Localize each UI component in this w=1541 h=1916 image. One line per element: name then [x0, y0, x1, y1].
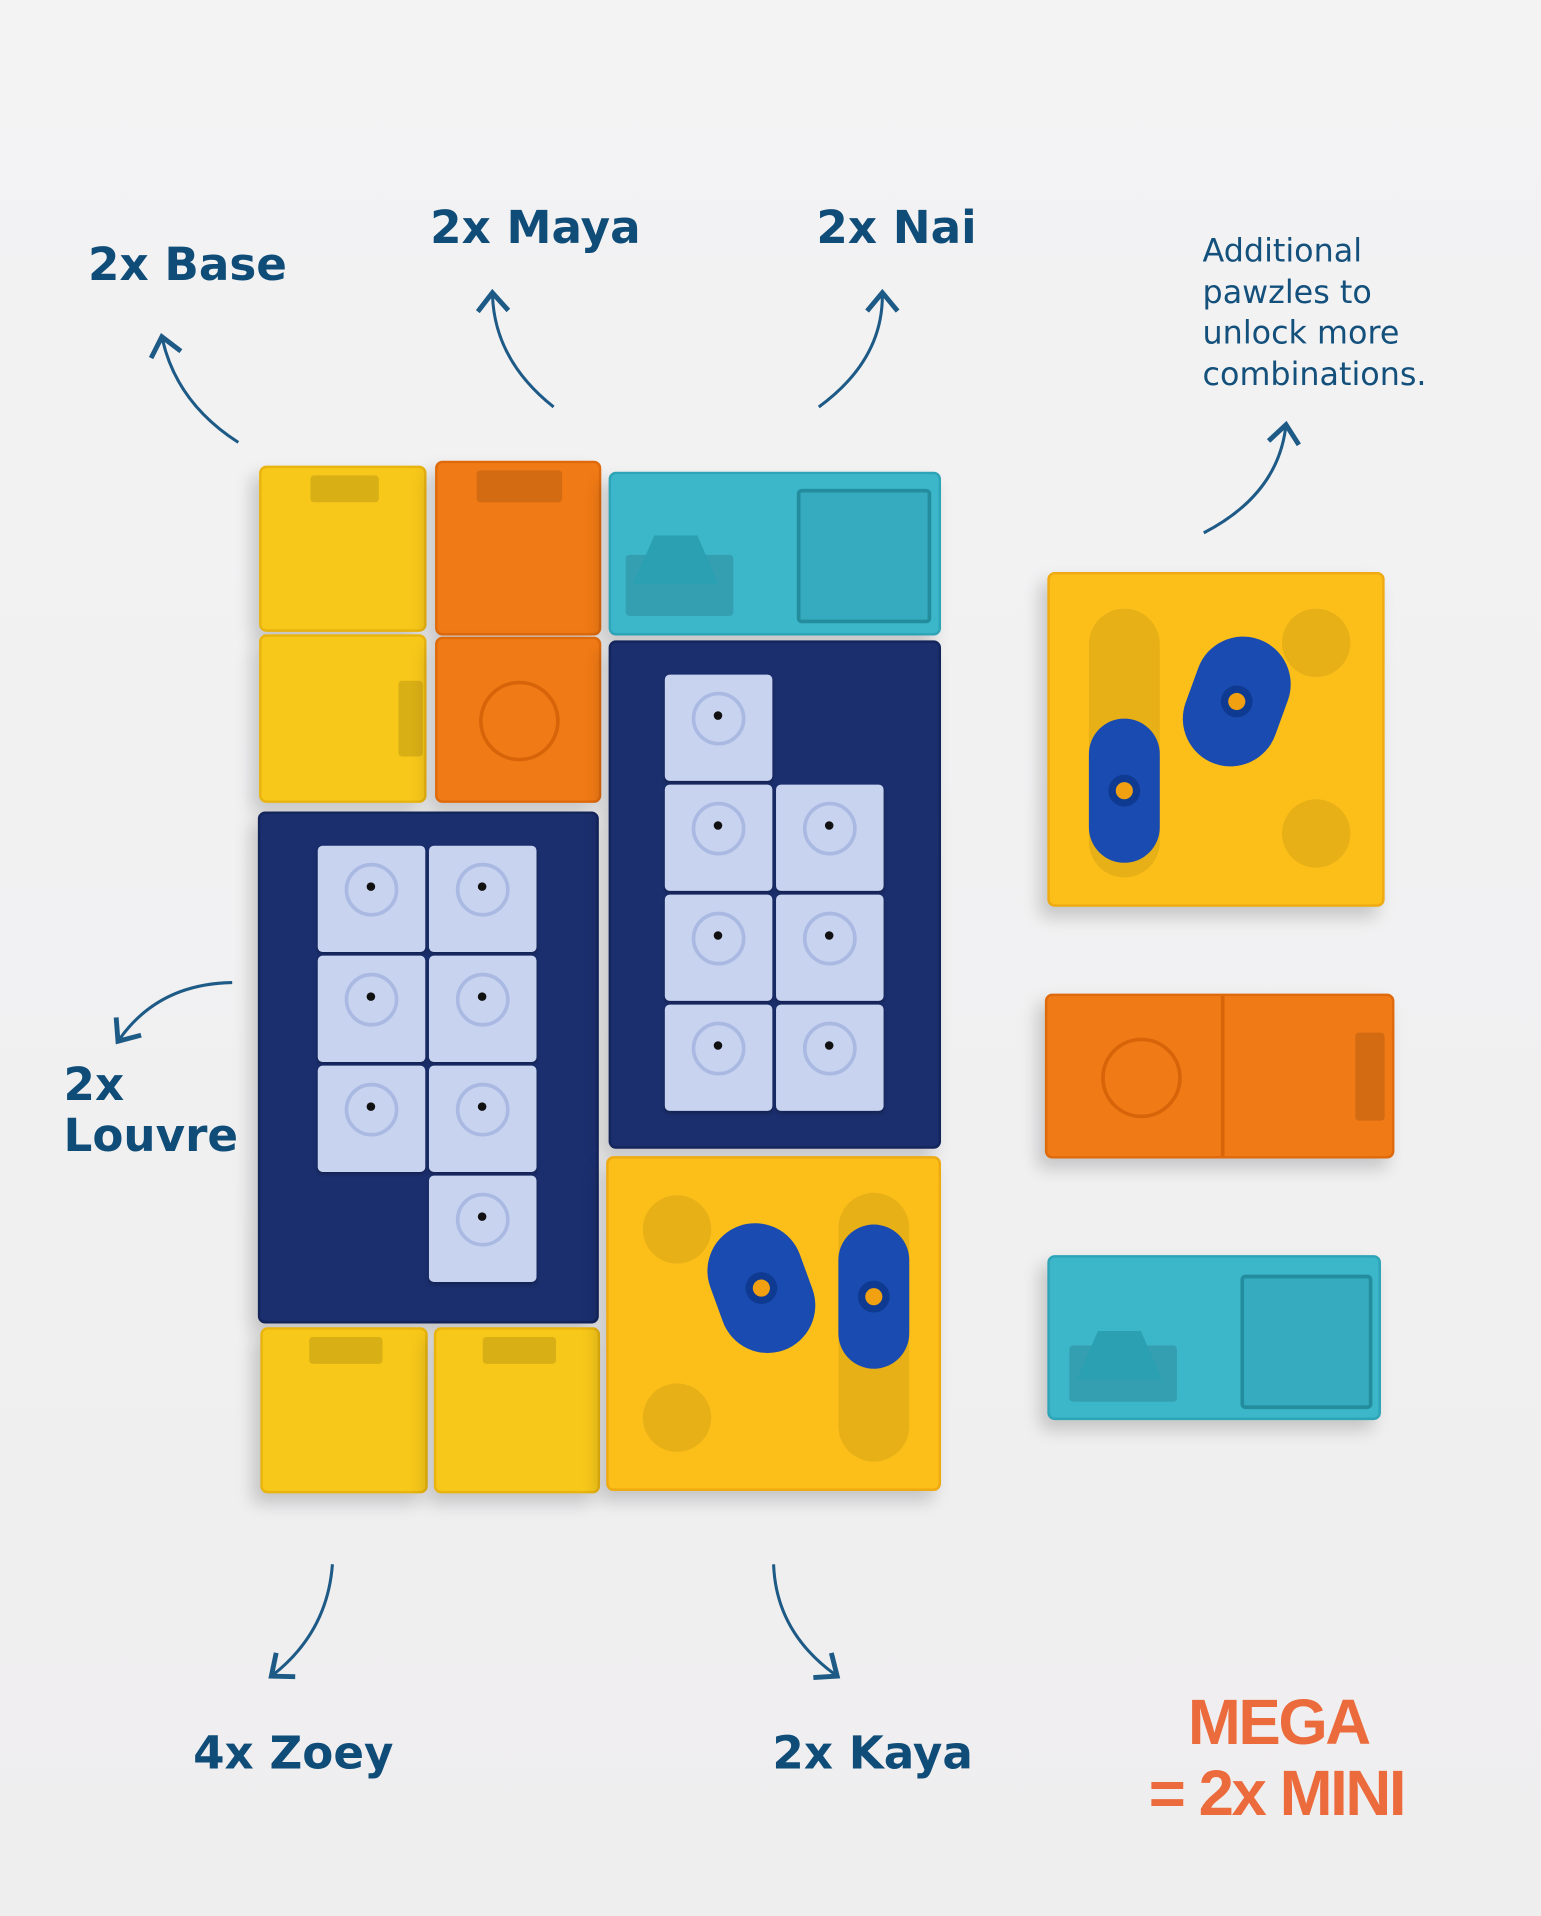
- zoey-piece: [433, 1327, 601, 1494]
- paw-tile: [776, 784, 884, 891]
- mega-title: MEGA: [1187, 1687, 1371, 1759]
- knob: [694, 1209, 829, 1367]
- note-line: combinations.: [1202, 356, 1427, 393]
- label-nai: 2x Nai: [816, 201, 977, 255]
- arrow-maya: [475, 288, 555, 409]
- paw-tile: [428, 955, 537, 1063]
- kaya-piece-extra: [1047, 571, 1385, 907]
- paw-tile: [317, 955, 426, 1063]
- nai-piece: [608, 471, 942, 636]
- mega-equation: = 2x MINI: [1148, 1758, 1407, 1830]
- maya-piece: [435, 460, 602, 636]
- note-line: Additional: [1202, 233, 1363, 271]
- kaya-piece: [606, 1156, 942, 1491]
- louvre-board-right: [608, 640, 942, 1149]
- paw-tile: [776, 894, 884, 1001]
- base-piece: [259, 634, 427, 803]
- paw-tile: [664, 1004, 773, 1111]
- ball-icon: [479, 680, 560, 762]
- label-kaya: 2x Kaya: [772, 1726, 973, 1780]
- knob: [1088, 718, 1160, 863]
- note-line: pawzles to: [1202, 274, 1372, 312]
- additional-note: Additional pawzles to unlock more combin…: [1203, 232, 1427, 396]
- label-maya: 2x Maya: [430, 201, 641, 255]
- paw-tile: [428, 1175, 537, 1282]
- paw-tile: [664, 784, 773, 891]
- louvre-board-left: [257, 811, 599, 1324]
- label-louvre-name: Louvre: [63, 1109, 239, 1163]
- paw-tile: [317, 845, 426, 953]
- nai-piece-extra: [1047, 1255, 1381, 1421]
- zoey-piece: [260, 1327, 428, 1494]
- paw-tile: [664, 674, 773, 781]
- knob: [838, 1224, 910, 1369]
- ball-icon: [1101, 1037, 1182, 1119]
- paw-tile: [664, 894, 773, 1001]
- label-louvre: 2x Louvre: [63, 1058, 239, 1163]
- arrow-base: [148, 333, 240, 444]
- arrow-kaya: [772, 1564, 841, 1681]
- paw-tile: [317, 1065, 426, 1172]
- paw-tile: [428, 845, 537, 953]
- arrow-additional: [1203, 420, 1301, 535]
- arrow-zoey: [268, 1564, 334, 1680]
- arrow-louvre: [113, 981, 233, 1045]
- paw-tile: [428, 1065, 537, 1172]
- arrow-nai: [817, 288, 900, 409]
- maya-piece: [435, 636, 602, 803]
- label-base: 2x Base: [87, 238, 287, 291]
- label-louvre-count: 2x: [63, 1058, 125, 1111]
- maya-base-extra: [1044, 993, 1395, 1159]
- paw-tile: [776, 1004, 884, 1111]
- note-line: unlock more: [1202, 315, 1400, 352]
- label-zoey: 4x Zoey: [193, 1726, 394, 1780]
- base-piece: [259, 465, 427, 632]
